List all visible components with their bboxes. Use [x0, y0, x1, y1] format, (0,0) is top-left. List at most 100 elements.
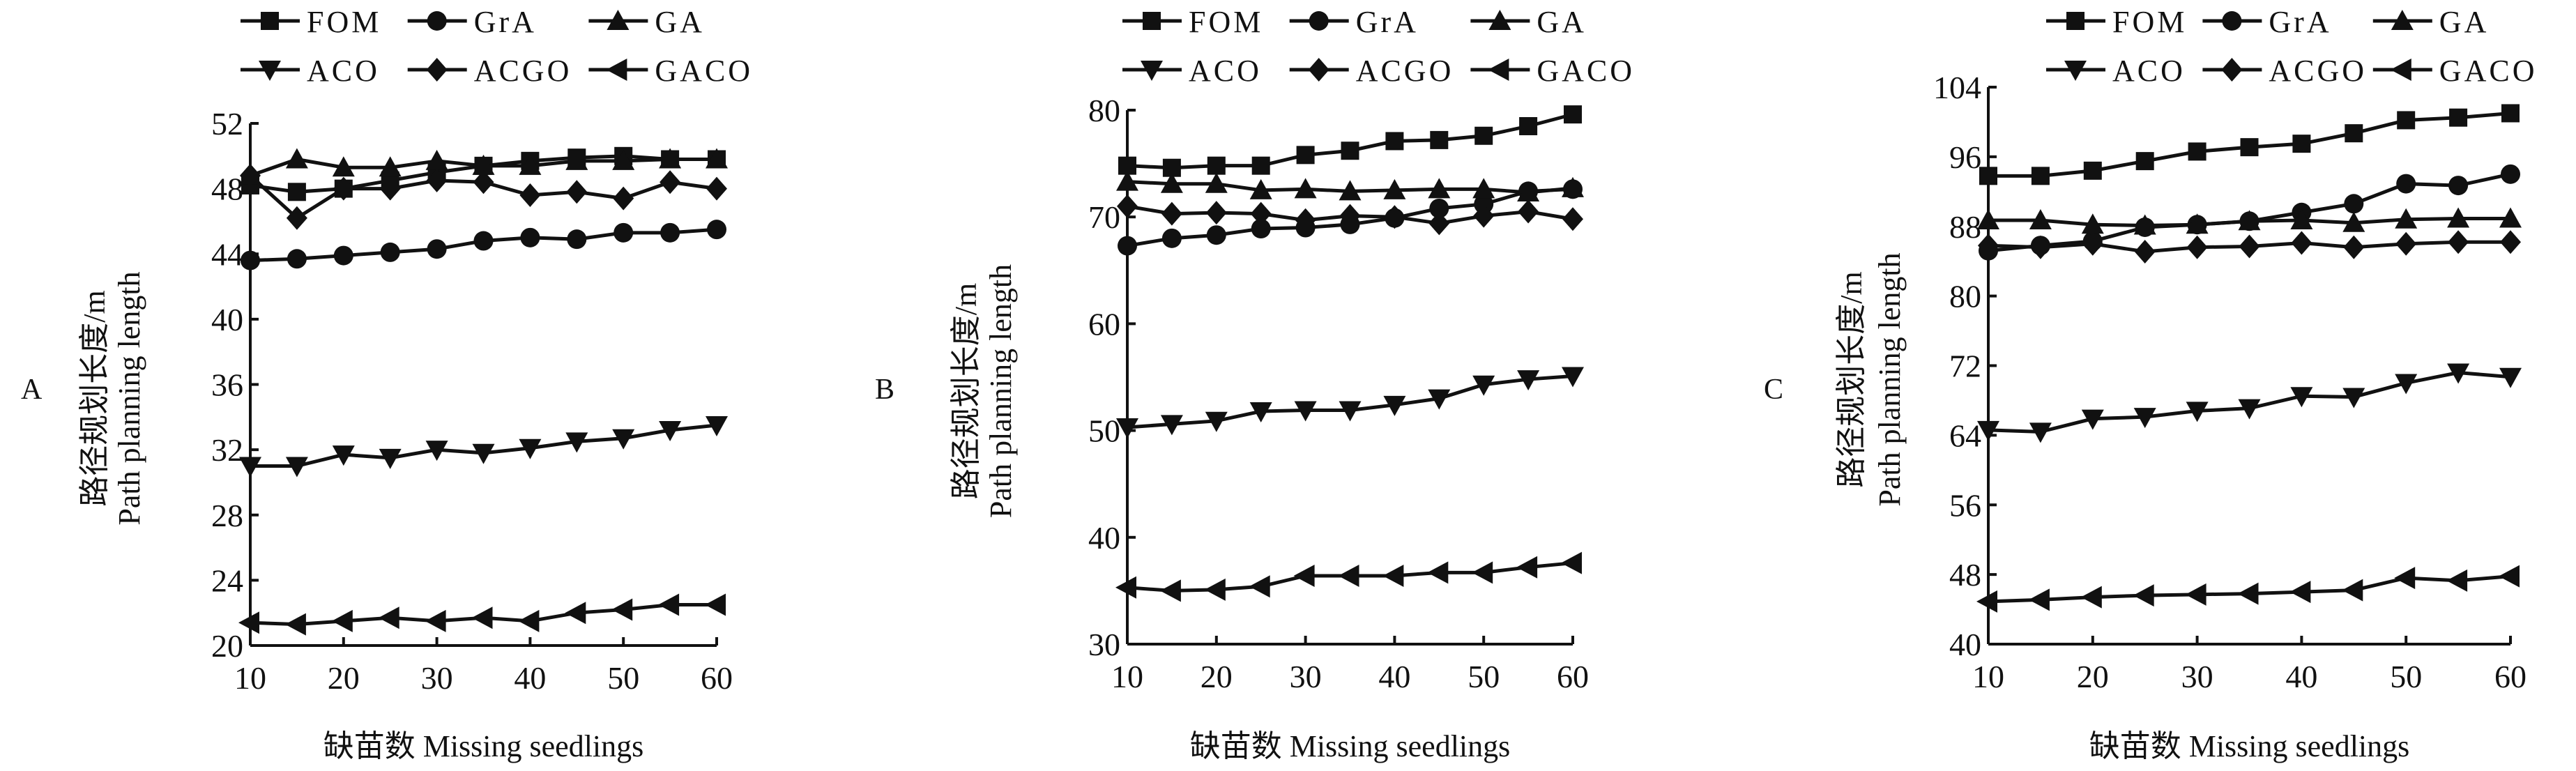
y-tick-label: 80 — [1088, 93, 1120, 128]
data-point-acgo — [1161, 201, 1182, 226]
data-point-gaco — [2289, 581, 2311, 604]
data-point-aco — [612, 429, 635, 450]
legend-marker-square-icon — [261, 12, 279, 30]
data-point-ga — [2133, 214, 2156, 235]
data-point-gra — [1429, 198, 1449, 218]
legend-item-aco: ACO — [2046, 54, 2186, 88]
data-point-ga — [2238, 210, 2261, 231]
data-point-aco — [1383, 395, 1406, 416]
legend-marker-triangle-left-icon — [1488, 59, 1509, 81]
data-point-gaco — [1472, 561, 1493, 584]
data-point-ga — [1339, 180, 1362, 201]
data-point-ga — [2186, 213, 2209, 234]
data-point-acgo — [1205, 201, 1227, 225]
series-fom — [1979, 104, 2520, 185]
legend-label: FOM — [2112, 5, 2187, 39]
x-tick-label: 50 — [607, 660, 639, 696]
data-point-ga — [2029, 209, 2052, 230]
y-tick-label: 104 — [1933, 70, 1981, 105]
panel-label: A — [21, 374, 43, 406]
series-gaco — [1115, 551, 1582, 602]
legend-label: FOM — [307, 5, 381, 39]
data-point-ga — [1160, 172, 1183, 193]
data-point-ga — [1472, 178, 1495, 199]
data-point-gaco — [1382, 564, 1404, 587]
data-point-ga — [2081, 213, 2104, 234]
series-gaco — [238, 593, 726, 636]
data-point-gra — [287, 249, 307, 269]
data-point-ga — [1517, 181, 1540, 201]
data-point-acgo — [706, 176, 727, 201]
data-point-acgo — [1473, 204, 1495, 228]
data-point-aco — [2133, 408, 2156, 429]
x-tick-label: 50 — [2390, 659, 2422, 694]
data-point-fom — [1564, 105, 1582, 124]
legend-item-aco: ACO — [1122, 54, 1262, 88]
x-tick-label: 20 — [2077, 659, 2109, 694]
x-tick-label: 30 — [421, 660, 453, 696]
data-point-gra — [2396, 174, 2416, 194]
x-tick-label: 50 — [1468, 659, 1500, 694]
data-point-acgo — [2082, 231, 2103, 256]
data-point-aco — [425, 441, 448, 461]
legend-marker-diamond-icon — [2221, 58, 2243, 82]
legend-item-gaco: GACO — [588, 54, 750, 88]
data-point-fom — [2292, 135, 2311, 153]
legend-label: ACO — [2112, 54, 2186, 88]
data-point-aco — [706, 416, 728, 437]
data-point-fom — [1207, 156, 1226, 175]
legend-marker-triangle-down-icon — [2064, 61, 2087, 81]
y-tick-label: 44 — [211, 236, 243, 272]
data-point-gaco — [658, 593, 680, 616]
legend-item-gaco: GACO — [1470, 54, 1635, 88]
x-tick-label: 60 — [2494, 659, 2527, 694]
data-point-gaco — [1516, 556, 1538, 579]
data-point-aco — [565, 432, 588, 453]
data-point-acgo — [660, 170, 681, 194]
series-line-fom — [1127, 112, 1573, 170]
y-tick-label: 20 — [211, 628, 243, 664]
data-point-aco — [285, 457, 308, 478]
data-point-ga — [1249, 178, 1272, 199]
data-point-gaco — [2028, 588, 2050, 611]
data-point-gaco — [1159, 579, 1181, 602]
data-point-gaco — [471, 606, 493, 629]
y-tick-label: 50 — [1088, 413, 1120, 449]
data-point-acgo — [2134, 239, 2156, 264]
data-point-aco — [1517, 370, 1540, 391]
data-point-fom — [2188, 142, 2207, 161]
legend-item-ga: GA — [2372, 5, 2486, 39]
legend-label: GrA — [2269, 5, 2331, 39]
legend-item-ga: GA — [1470, 5, 1584, 39]
data-point-aco — [379, 448, 402, 469]
data-point-ga — [1977, 209, 1999, 230]
data-point-acgo — [333, 176, 354, 201]
data-point-gaco — [2133, 584, 2154, 607]
data-point-acgo — [426, 168, 448, 192]
data-point-gra — [2448, 176, 2469, 196]
legend-marker-triangle-left-icon — [2390, 59, 2411, 81]
legend-item-ga: GA — [588, 5, 702, 39]
series-acgo — [240, 163, 727, 230]
data-point-fom — [1385, 132, 1404, 151]
panel-label: C — [1764, 374, 1783, 406]
data-point-gaco — [2446, 569, 2468, 592]
legend-label: GACO — [2439, 54, 2538, 88]
data-point-acgo — [473, 170, 494, 194]
legend-label: ACO — [1189, 54, 1262, 88]
data-point-aco — [1562, 367, 1584, 388]
data-point-gra — [613, 222, 634, 243]
legend-label: GACO — [1537, 54, 1635, 88]
data-point-fom — [2031, 167, 2050, 185]
data-point-acgo — [1339, 204, 1361, 228]
data-point-fom — [2501, 104, 2520, 123]
data-point-gra — [380, 242, 400, 262]
x-tick-label: 40 — [1378, 659, 1410, 694]
data-point-fom — [2345, 124, 2363, 143]
y-tick-label: 40 — [211, 302, 243, 337]
data-point-acgo — [2291, 231, 2312, 255]
data-point-gra — [241, 250, 260, 270]
x-axis-label: 缺苗数 Missing seedlings — [2089, 729, 2410, 763]
